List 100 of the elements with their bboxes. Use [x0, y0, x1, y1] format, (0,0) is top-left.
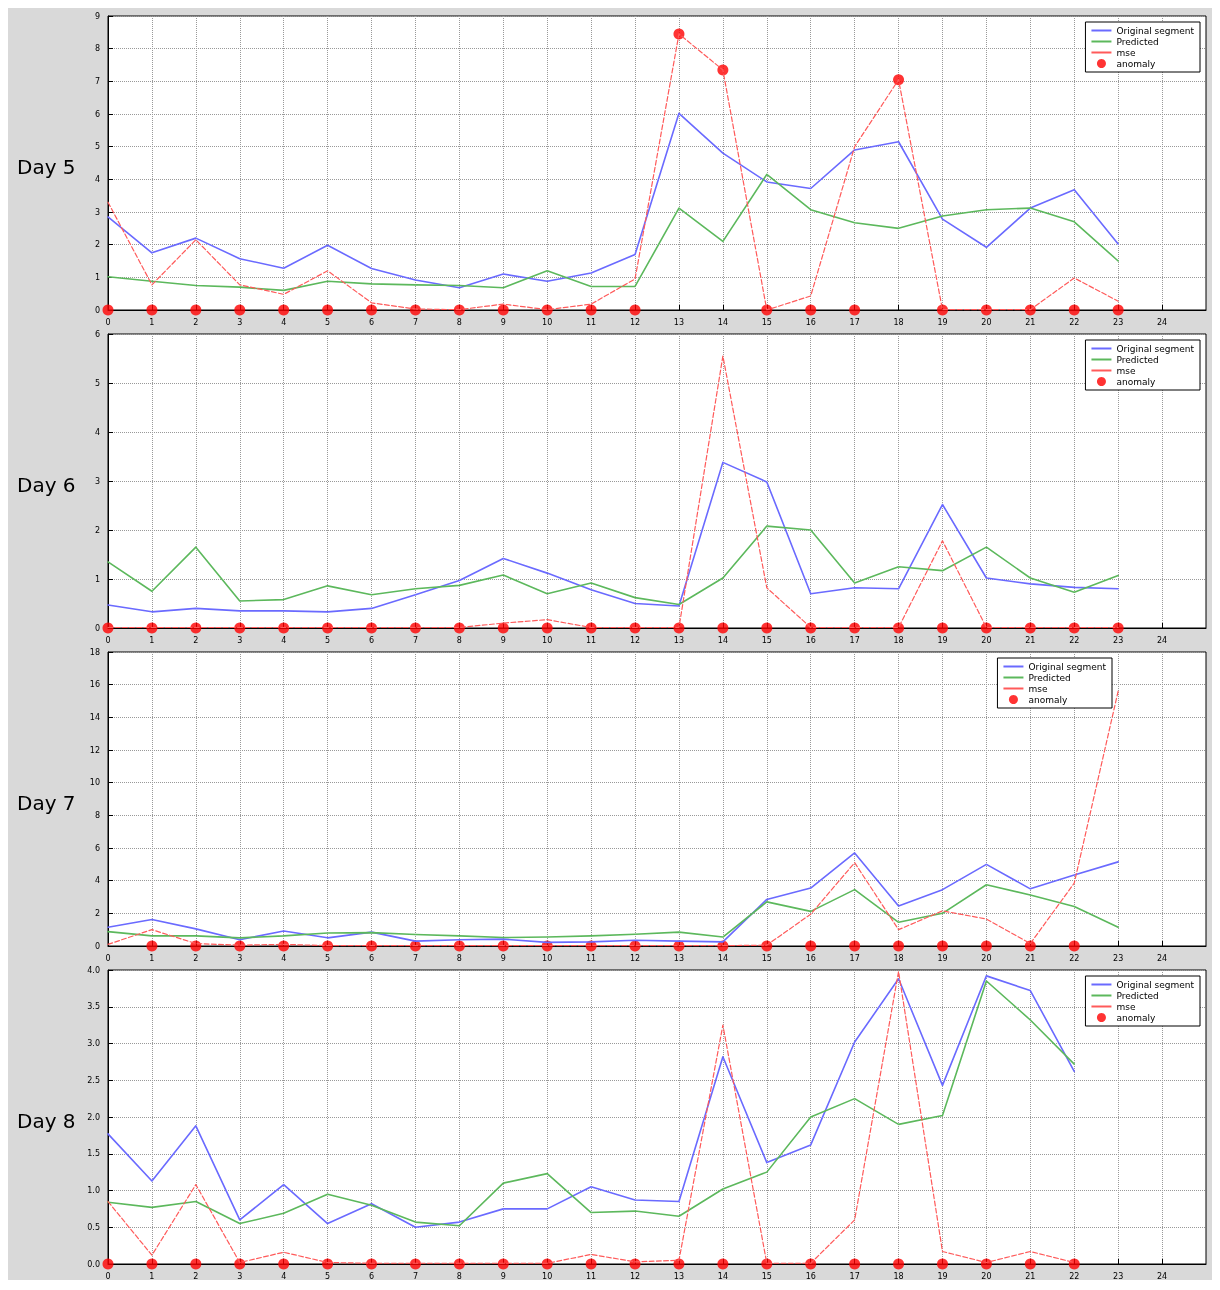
x-tick-label: 0 — [105, 953, 111, 963]
y-tick-label: 12 — [89, 745, 100, 755]
x-tick-label: 4 — [281, 317, 287, 327]
x-tick-label: 24 — [1156, 317, 1168, 327]
point — [278, 304, 290, 316]
x-tick-label: 1 — [149, 953, 155, 963]
x-tick-label: 7 — [412, 635, 418, 645]
y-tick-label: 6 — [94, 843, 100, 853]
x-tick-label: 16 — [805, 1271, 816, 1281]
x-tick-label: 14 — [717, 317, 728, 327]
x-tick-label: 14 — [717, 953, 728, 963]
x-tick-label: 9 — [500, 1271, 506, 1281]
x-tick-label: 9 — [500, 635, 506, 645]
x-tick-label: 6 — [368, 1271, 375, 1281]
x-tick-label: 3 — [237, 953, 243, 963]
x-tick-label: 22 — [1069, 317, 1080, 327]
x-tick-label: 9 — [500, 953, 506, 963]
x-tick-label: 10 — [542, 1271, 553, 1281]
legend-label: anomaly — [1116, 376, 1156, 387]
x-tick-label: 8 — [456, 953, 462, 963]
x-tick-label: 4 — [281, 635, 287, 645]
x-tick-label: 3 — [237, 317, 243, 327]
x-tick-label: 8 — [456, 635, 462, 645]
y-tick-label: 4.0 — [87, 965, 100, 975]
y-tick-label: 8 — [94, 810, 100, 820]
point — [1068, 304, 1080, 316]
x-tick-label: 14 — [717, 635, 728, 645]
x-tick-label: 24 — [1156, 953, 1168, 963]
legend-label: Predicted — [1028, 672, 1071, 683]
x-tick-label: 6 — [368, 953, 375, 963]
legend-label: mse — [1116, 365, 1136, 376]
line-series — [107, 883, 1119, 939]
legend-label: Original segment — [1116, 979, 1195, 990]
line-series — [107, 112, 1119, 289]
x-tick-label: 11 — [586, 635, 597, 645]
x-tick-label: 20 — [981, 635, 992, 645]
y-tick-label: 3.0 — [87, 1039, 100, 1048]
x-tick-label: 2 — [193, 635, 199, 645]
x-tick-label: 15 — [761, 953, 772, 963]
x-tick-label: 3 — [237, 1271, 243, 1281]
text: Day 8 — [17, 1109, 76, 1133]
x-tick-label: 18 — [893, 635, 904, 645]
x-tick-label: 6 — [368, 317, 375, 327]
x-tick-label: 1 — [149, 1271, 155, 1281]
y-tick-label: 4 — [94, 174, 100, 184]
x-tick-label: 13 — [673, 635, 685, 645]
legend-label: Predicted — [1116, 36, 1159, 47]
x-tick-label: 21 — [1025, 953, 1036, 963]
x-tick-label: 6 — [368, 635, 375, 645]
y-tick-label: 3 — [94, 207, 100, 217]
x-tick-label: 2 — [193, 1271, 199, 1281]
x-tick-label: 2 — [193, 317, 199, 327]
legend-label: Predicted — [1116, 990, 1159, 1001]
legend-label: Predicted — [1116, 354, 1159, 365]
line-series — [107, 525, 1119, 606]
y-tick-label: 0 — [94, 305, 100, 315]
y-tick-label: 2 — [94, 525, 100, 535]
y-tick-label: 8 — [94, 44, 100, 54]
x-tick-label: 10 — [542, 635, 553, 645]
legend-label: Original segment — [1116, 343, 1195, 354]
x-tick-label: 22 — [1069, 635, 1080, 645]
x-tick-label: 15 — [761, 317, 772, 327]
legend-label: Original segment — [1028, 661, 1107, 672]
y-tick-label: 2 — [94, 908, 100, 918]
y-tick-label: 14 — [89, 712, 100, 722]
x-tick-label: 22 — [1069, 953, 1080, 963]
y-tick-label: 7 — [94, 76, 100, 86]
x-tick-label: 13 — [673, 953, 685, 963]
x-tick-label: 11 — [586, 1271, 597, 1281]
x-tick-label: 18 — [893, 953, 904, 963]
x-tick-label: 23 — [1113, 1271, 1124, 1281]
x-tick-label: 17 — [849, 635, 860, 645]
x-tick-label: 10 — [542, 953, 553, 963]
x-tick-label: 7 — [412, 1271, 418, 1281]
x-tick-label: 20 — [981, 1271, 992, 1281]
text: Day 5 — [17, 155, 76, 179]
x-tick-label: 19 — [937, 1271, 948, 1281]
x-tick-label: 13 — [673, 1271, 685, 1281]
y-tick-label: 5 — [94, 142, 100, 152]
x-tick-label: 20 — [981, 953, 992, 963]
x-tick-label: 21 — [1025, 635, 1036, 645]
x-tick-label: 23 — [1113, 953, 1124, 963]
y-tick-label: 2 — [94, 240, 100, 250]
x-tick-label: 21 — [1025, 1271, 1036, 1281]
x-tick-label: 12 — [629, 953, 641, 963]
x-tick-label: 5 — [325, 635, 331, 645]
y-tick-label: 0 — [94, 623, 100, 633]
legend-label: anomaly — [1116, 1012, 1156, 1023]
x-tick-label: 8 — [456, 317, 462, 327]
y-tick-label: 9 — [94, 11, 100, 21]
x-tick-label: 17 — [849, 1271, 860, 1281]
x-tick-label: 1 — [149, 317, 155, 327]
x-tick-label: 3 — [237, 635, 243, 645]
y-tick-label: 1 — [94, 272, 100, 282]
y-tick-label: 2.0 — [87, 1112, 100, 1122]
x-tick-label: 7 — [412, 953, 418, 963]
x-tick-label: 17 — [849, 953, 860, 963]
text: Day 7 — [17, 791, 76, 815]
x-tick-label: 19 — [937, 635, 948, 645]
x-tick-label: 5 — [325, 317, 331, 327]
